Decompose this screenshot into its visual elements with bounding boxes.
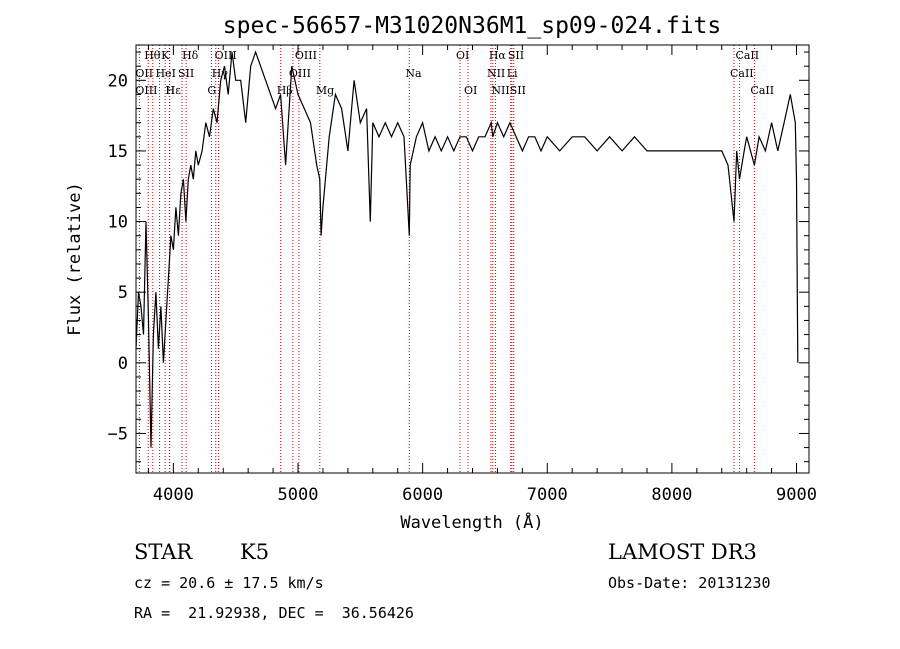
line-label: G: [207, 84, 216, 97]
line-label: OIII: [135, 84, 157, 97]
plot-frame: [135, 44, 810, 474]
x-tick-label: 7000: [527, 485, 568, 505]
line-label: Mg: [316, 84, 334, 97]
y-tick-label: 0: [118, 354, 128, 374]
line-label: NII: [491, 84, 509, 97]
coordinates: RA = 21.92938, DEC = 36.56426: [134, 604, 414, 622]
y-axis-label: Flux (relative): [65, 182, 85, 336]
line-label: CaII: [750, 84, 774, 97]
line-label: OIII: [295, 49, 317, 62]
object-class: STAR: [134, 540, 193, 564]
line-label: Li: [507, 67, 518, 80]
y-tick-label: −5: [108, 424, 128, 444]
line-label: CaII: [730, 67, 754, 80]
x-axis: 4000 5000 6000 7000 8000 9000: [147, 45, 817, 505]
line-label: Na: [405, 67, 422, 80]
x-tick-label: 4000: [153, 485, 194, 505]
line-label: SII: [178, 67, 194, 80]
line-label: SII: [508, 49, 524, 62]
y-tick-label: 15: [108, 142, 128, 162]
line-label: Hγ: [212, 67, 229, 80]
y-tick-label: 20: [108, 71, 128, 91]
line-label: OII: [135, 67, 153, 80]
y-axis: −5 0 5 10 15 20: [108, 51, 809, 463]
line-label: HeI: [156, 67, 176, 80]
y-tick-label: 5: [118, 283, 128, 303]
chart-title: spec-56657-M31020N36M1_sp09-024.fits: [223, 13, 722, 39]
line-label: SII: [510, 84, 526, 97]
line-label: OI: [464, 84, 477, 97]
line-label: H: [165, 84, 175, 97]
line-label: Hα: [489, 49, 507, 62]
redshift-velocity: cz = 20.6 ± 17.5 km/s: [134, 574, 324, 592]
line-label: Hβ: [277, 84, 293, 97]
line-label: CaII: [735, 49, 759, 62]
line-label: NII: [487, 67, 505, 80]
observation-date: Obs-Date: 20131230: [608, 574, 771, 592]
y-tick-label: 10: [108, 213, 128, 233]
line-label: OI: [456, 49, 469, 62]
x-tick-label: 8000: [651, 485, 692, 505]
subclass: K5: [240, 540, 270, 564]
x-tick-label: 9000: [776, 485, 817, 505]
x-axis-label: Wavelength (Å): [400, 511, 543, 533]
x-tick-label: 5000: [278, 485, 319, 505]
spectrum-line: [135, 50, 799, 448]
line-label: Hε: [166, 84, 182, 97]
line-markers: [138, 45, 755, 473]
line-label: Hθ: [144, 49, 161, 62]
x-tick-label: 6000: [402, 485, 443, 505]
line-label: K: [161, 49, 170, 62]
survey-name: LAMOST DR3: [608, 540, 757, 564]
line-label: Hδ: [182, 49, 199, 62]
